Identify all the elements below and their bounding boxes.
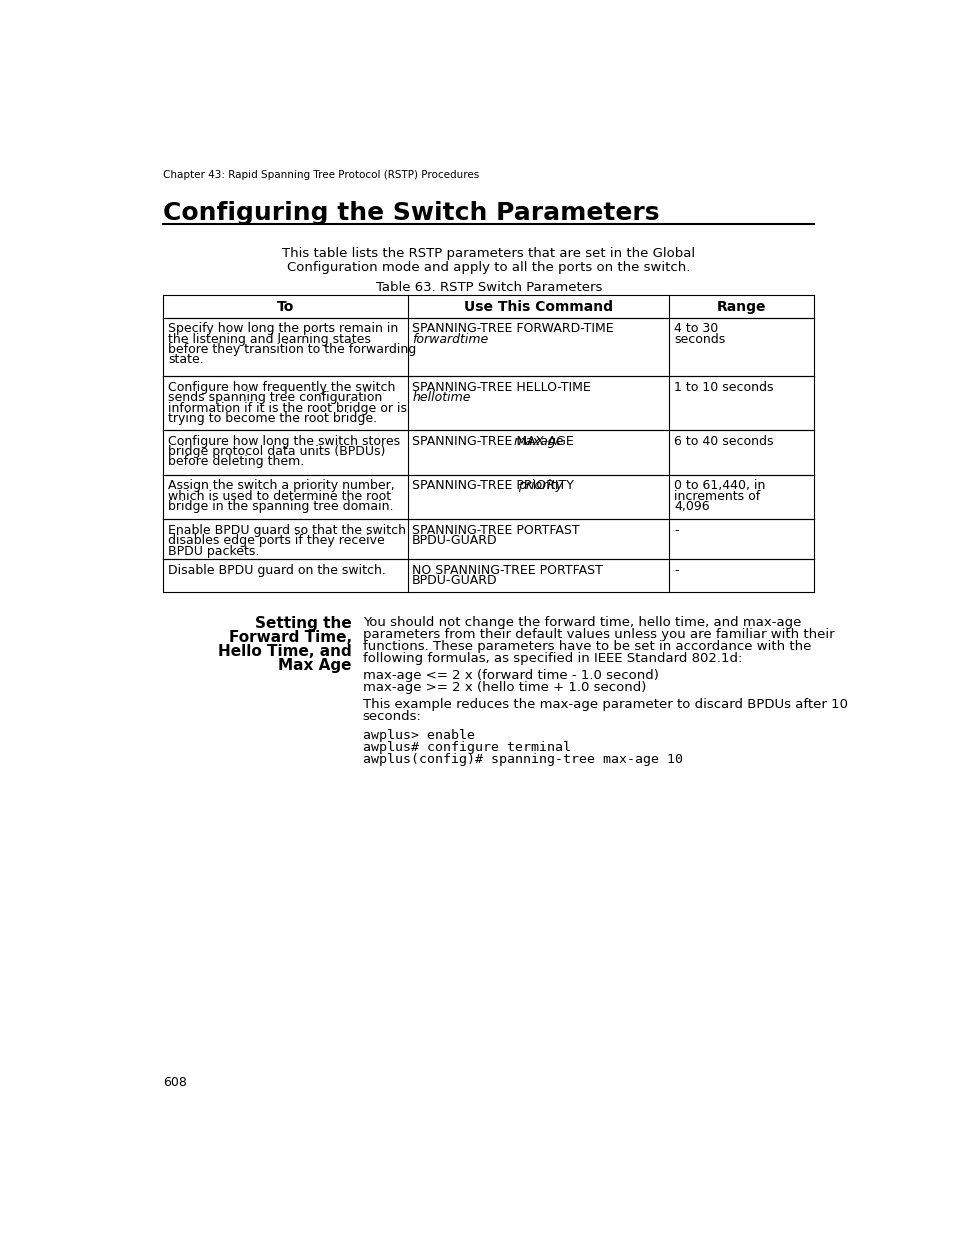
Text: the listening and learning states: the listening and learning states <box>168 332 371 346</box>
Text: awplus# configure terminal: awplus# configure terminal <box>362 741 570 755</box>
Text: before deleting them.: before deleting them. <box>168 456 304 468</box>
Text: Setting the: Setting the <box>254 616 352 631</box>
Text: which is used to determine the root: which is used to determine the root <box>168 490 391 503</box>
Text: SPANNING-TREE PRIORITY: SPANNING-TREE PRIORITY <box>412 479 578 493</box>
Text: 608: 608 <box>163 1076 187 1089</box>
Text: awplus> enable: awplus> enable <box>362 729 474 742</box>
Text: maxage: maxage <box>513 435 563 447</box>
Text: Chapter 43: Rapid Spanning Tree Protocol (RSTP) Procedures: Chapter 43: Rapid Spanning Tree Protocol… <box>163 169 479 180</box>
Text: Configuring the Switch Parameters: Configuring the Switch Parameters <box>163 200 659 225</box>
Text: sends spanning tree configuration: sends spanning tree configuration <box>168 391 382 404</box>
Text: Use This Command: Use This Command <box>463 300 612 314</box>
Text: You should not change the forward time, hello time, and max-age: You should not change the forward time, … <box>362 616 801 630</box>
Text: Hello Time, and: Hello Time, and <box>218 645 352 659</box>
Text: seconds: seconds <box>673 332 724 346</box>
Text: seconds:: seconds: <box>362 710 421 722</box>
Text: -: - <box>673 524 678 537</box>
Text: SPANNING-TREE FORWARD-TIME: SPANNING-TREE FORWARD-TIME <box>412 322 613 335</box>
Text: trying to become the root bridge.: trying to become the root bridge. <box>168 412 376 425</box>
Text: Range: Range <box>717 300 766 314</box>
Text: awplus(config)# spanning-tree max-age 10: awplus(config)# spanning-tree max-age 10 <box>362 753 682 766</box>
Text: max-age <= 2 x (forward time - 1.0 second): max-age <= 2 x (forward time - 1.0 secon… <box>362 668 658 682</box>
Text: parameters from their default values unless you are familiar with their: parameters from their default values unl… <box>362 629 833 641</box>
Text: priority: priority <box>517 479 562 493</box>
Text: SPANNING-TREE MAX-AGE: SPANNING-TREE MAX-AGE <box>412 435 578 447</box>
Text: SPANNING-TREE PORTFAST: SPANNING-TREE PORTFAST <box>412 524 579 537</box>
Text: 0 to 61,440, in: 0 to 61,440, in <box>673 479 764 493</box>
Text: Assign the switch a priority number,: Assign the switch a priority number, <box>168 479 395 493</box>
Text: This table lists the RSTP parameters that are set in the Global: This table lists the RSTP parameters tha… <box>282 247 695 259</box>
Text: 1 to 10 seconds: 1 to 10 seconds <box>673 380 773 394</box>
Text: NO SPANNING-TREE PORTFAST: NO SPANNING-TREE PORTFAST <box>412 564 602 577</box>
Text: Max Age: Max Age <box>278 658 352 673</box>
Text: -: - <box>673 564 678 577</box>
Text: Disable BPDU guard on the switch.: Disable BPDU guard on the switch. <box>168 564 386 577</box>
Text: state.: state. <box>168 353 204 367</box>
Text: increments of: increments of <box>673 490 760 503</box>
Text: hellotime: hellotime <box>412 391 470 404</box>
Text: 6 to 40 seconds: 6 to 40 seconds <box>673 435 773 447</box>
Text: Configure how long the switch stores: Configure how long the switch stores <box>168 435 399 447</box>
Text: To: To <box>276 300 294 314</box>
Text: following formulas, as specified in IEEE Standard 802.1d:: following formulas, as specified in IEEE… <box>362 652 741 666</box>
Text: Enable BPDU guard so that the switch: Enable BPDU guard so that the switch <box>168 524 406 537</box>
Text: 4,096: 4,096 <box>673 500 709 513</box>
Text: Table 63. RSTP Switch Parameters: Table 63. RSTP Switch Parameters <box>375 282 601 294</box>
Text: Forward Time,: Forward Time, <box>229 630 352 645</box>
Text: Specify how long the ports remain in: Specify how long the ports remain in <box>168 322 398 335</box>
Text: max-age >= 2 x (hello time + 1.0 second): max-age >= 2 x (hello time + 1.0 second) <box>362 680 645 694</box>
Text: information if it is the root bridge or is: information if it is the root bridge or … <box>168 401 407 415</box>
Text: functions. These parameters have to be set in accordance with the: functions. These parameters have to be s… <box>362 640 810 653</box>
Text: forwardtime: forwardtime <box>412 332 488 346</box>
Text: BPDU-GUARD: BPDU-GUARD <box>412 574 497 588</box>
Text: This example reduces the max-age parameter to discard BPDUs after 10: This example reduces the max-age paramet… <box>362 698 846 710</box>
Text: before they transition to the forwarding: before they transition to the forwarding <box>168 343 416 356</box>
Text: disables edge ports if they receive: disables edge ports if they receive <box>168 535 384 547</box>
Text: BPDU packets.: BPDU packets. <box>168 545 259 558</box>
Text: Configure how frequently the switch: Configure how frequently the switch <box>168 380 395 394</box>
Text: BPDU-GUARD: BPDU-GUARD <box>412 535 497 547</box>
Text: bridge in the spanning tree domain.: bridge in the spanning tree domain. <box>168 500 394 513</box>
Text: 4 to 30: 4 to 30 <box>673 322 718 335</box>
Text: SPANNING-TREE HELLO-TIME: SPANNING-TREE HELLO-TIME <box>412 380 590 394</box>
Text: Configuration mode and apply to all the ports on the switch.: Configuration mode and apply to all the … <box>287 261 690 274</box>
Text: bridge protocol data units (BPDUs): bridge protocol data units (BPDUs) <box>168 445 385 458</box>
